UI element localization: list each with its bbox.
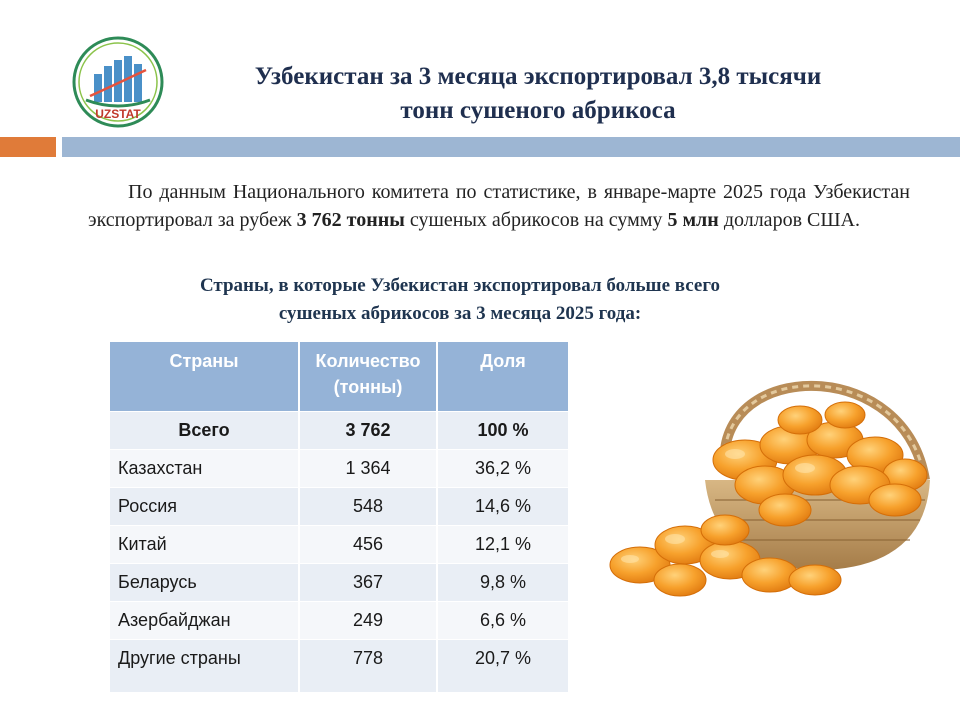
header-share: Доля (437, 342, 570, 412)
cell-share: 9,8 % (437, 563, 570, 602)
cell-share: 36,2 % (437, 449, 570, 488)
title-line-1: Узбекистан за 3 месяца экспортировал 3,8… (254, 63, 822, 90)
header-quantity: Количество (тонны) (299, 342, 438, 412)
table-row-total: Всего 3 762 100 % (110, 411, 570, 450)
table-row: Азербайджан 249 6,6 % (110, 601, 570, 640)
page-title: Узбекистан за 3 месяца экспортировал 3,8… (168, 60, 908, 128)
cell-share: 6,6 % (437, 601, 570, 640)
cell-country: Беларусь (110, 563, 300, 602)
cell-country: Азербайджан (110, 601, 300, 640)
accent-bar-orange (0, 137, 56, 157)
cell-country: Китай (110, 525, 300, 564)
para-bold-2: 5 млн (667, 209, 719, 231)
cell-share: 14,6 % (437, 487, 570, 526)
subtitle-line-2: сушеных абрикосов за 3 месяца 2025 года: (278, 303, 642, 324)
table-row: Другие страны 778 20,7 % (110, 639, 570, 692)
dried-apricots-basket-image (609, 380, 930, 597)
table-subtitle: Страны, в которые Узбекистан экспортиров… (100, 272, 820, 328)
title-line-2: тонн сушеного абрикоса (400, 97, 676, 124)
export-table: Страны Количество (тонны) Доля Всего 3 7… (110, 342, 570, 692)
cell-country: Казахстан (110, 449, 300, 488)
header-quantity-line-1: Количество (315, 351, 421, 371)
table-row: Беларусь 367 9,8 % (110, 563, 570, 602)
cell-quantity: 548 (299, 487, 438, 526)
cell-quantity: 456 (299, 525, 438, 564)
cell-quantity: 249 (299, 601, 438, 640)
cell-quantity: 3 762 (299, 411, 438, 450)
intro-paragraph: По данным Национального комитета по стат… (88, 178, 910, 234)
table-header-row: Страны Количество (тонны) Доля (110, 342, 570, 412)
cell-quantity: 367 (299, 563, 438, 602)
accent-bar-blue (62, 137, 960, 157)
para-part-1: По данным Национального комитета по стат… (88, 181, 910, 231)
header-country: Страны (110, 342, 300, 412)
cell-quantity: 1 364 (299, 449, 438, 488)
para-part-2: сушеных абрикосов на сумму (404, 209, 668, 231)
para-bold-1: 3 762 тонны (296, 209, 405, 231)
para-part-3: долларов США. (718, 209, 860, 231)
uzstat-logo: UZSTAT (72, 36, 164, 128)
cell-country: Другие страны (110, 639, 300, 692)
cell-share: 20,7 % (437, 639, 570, 692)
cell-quantity: 778 (299, 639, 438, 692)
cell-country: Россия (110, 487, 300, 526)
logo-text: UZSTAT (95, 107, 141, 121)
cell-country: Всего (110, 411, 300, 450)
table-row: Россия 548 14,6 % (110, 487, 570, 526)
subtitle-line-1: Страны, в которые Узбекистан экспортиров… (199, 275, 721, 296)
header-quantity-line-2: (тонны) (333, 377, 403, 397)
table-row: Китай 456 12,1 % (110, 525, 570, 564)
table-row: Казахстан 1 364 36,2 % (110, 449, 570, 488)
cell-share: 100 % (437, 411, 570, 450)
cell-share: 12,1 % (437, 525, 570, 564)
